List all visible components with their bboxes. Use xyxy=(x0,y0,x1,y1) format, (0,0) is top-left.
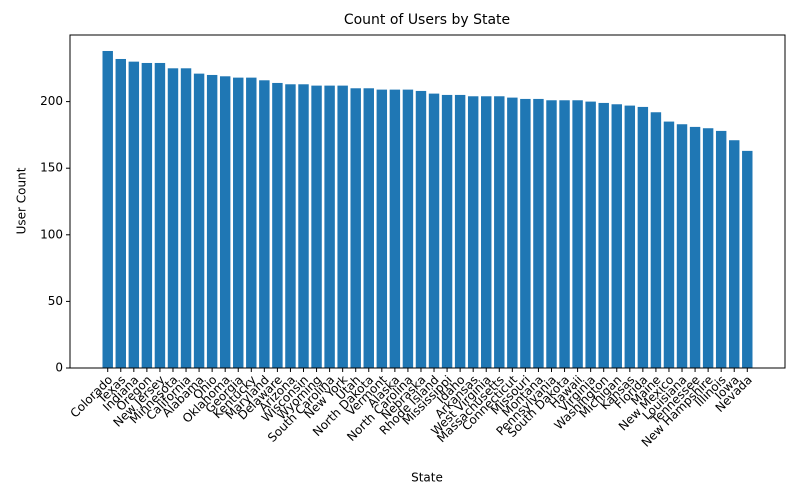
bar xyxy=(206,74,218,369)
bar xyxy=(115,58,126,368)
bar xyxy=(363,88,374,368)
bar xyxy=(233,77,244,369)
bar xyxy=(715,130,727,368)
bar xyxy=(402,89,414,368)
bar xyxy=(350,88,361,368)
bar xyxy=(611,104,622,368)
bar xyxy=(676,124,688,368)
bar xyxy=(428,93,440,368)
bar xyxy=(689,126,701,369)
bar xyxy=(102,50,113,368)
bar xyxy=(494,96,505,368)
bar xyxy=(154,62,166,369)
bar xyxy=(389,89,401,368)
bar xyxy=(520,98,531,368)
bar xyxy=(415,90,427,368)
plot-frame xyxy=(69,34,786,369)
bar xyxy=(128,61,140,368)
bar xyxy=(298,84,309,368)
bar xyxy=(663,121,675,368)
x-axis-label: State xyxy=(411,471,443,485)
bar xyxy=(219,76,231,369)
bar xyxy=(467,96,479,368)
bar xyxy=(285,84,296,368)
bar xyxy=(272,82,283,369)
bar xyxy=(311,85,322,368)
bar xyxy=(324,85,335,368)
bar xyxy=(702,128,714,368)
y-tick-label: 0 xyxy=(55,361,63,375)
bar xyxy=(376,89,388,368)
chart-title: Count of Users by State xyxy=(344,12,510,28)
bar xyxy=(546,100,557,368)
y-axis-label: User Count xyxy=(15,167,29,234)
bar xyxy=(193,73,205,369)
bar xyxy=(259,80,270,369)
y-tick-label: 100 xyxy=(40,227,63,241)
y-tick-label: 200 xyxy=(40,94,63,108)
bar xyxy=(729,140,740,368)
y-tick-label: 50 xyxy=(48,294,63,308)
bar xyxy=(141,62,153,369)
bar xyxy=(180,68,192,369)
bar xyxy=(533,98,544,368)
bar xyxy=(598,102,609,368)
bar xyxy=(624,105,636,368)
bar xyxy=(650,112,662,368)
bar xyxy=(167,68,179,369)
bar xyxy=(637,106,649,368)
bar xyxy=(481,96,492,368)
bar xyxy=(454,94,466,368)
bar xyxy=(559,100,570,368)
bar xyxy=(572,100,583,368)
bar xyxy=(742,150,753,368)
bar xyxy=(441,94,453,368)
bar xyxy=(337,85,348,368)
bar xyxy=(585,101,596,368)
y-tick-label: 150 xyxy=(40,161,63,175)
bar xyxy=(246,77,257,369)
bar xyxy=(507,97,518,368)
